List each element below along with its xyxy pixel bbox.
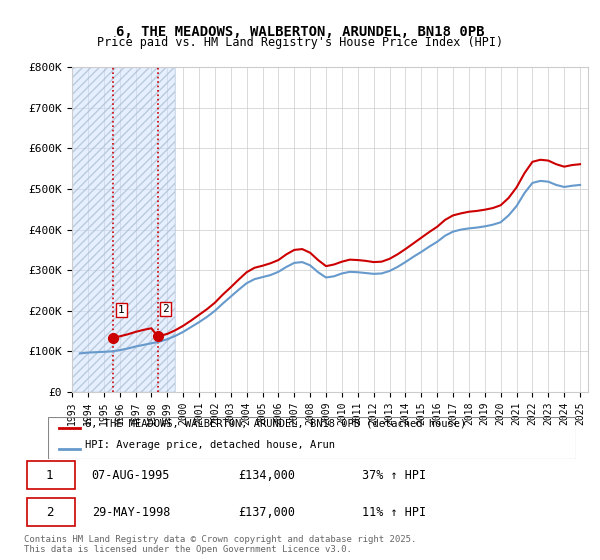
Text: 1: 1 <box>46 469 53 482</box>
Text: 1: 1 <box>118 305 125 315</box>
Text: 6, THE MEADOWS, WALBERTON, ARUNDEL, BN18 0PB (detached house): 6, THE MEADOWS, WALBERTON, ARUNDEL, BN18… <box>85 419 466 429</box>
Text: HPI: Average price, detached house, Arun: HPI: Average price, detached house, Arun <box>85 440 335 450</box>
Text: 2: 2 <box>163 304 169 314</box>
Bar <box>72 67 175 392</box>
Bar <box>72 67 175 392</box>
Text: £134,000: £134,000 <box>238 469 295 482</box>
Text: 37% ↑ HPI: 37% ↑ HPI <box>362 469 427 482</box>
Text: 2: 2 <box>46 506 53 519</box>
Text: 6, THE MEADOWS, WALBERTON, ARUNDEL, BN18 0PB: 6, THE MEADOWS, WALBERTON, ARUNDEL, BN18… <box>116 25 484 39</box>
Text: £137,000: £137,000 <box>238 506 295 519</box>
FancyBboxPatch shape <box>27 498 75 526</box>
FancyBboxPatch shape <box>27 460 75 488</box>
Text: Price paid vs. HM Land Registry's House Price Index (HPI): Price paid vs. HM Land Registry's House … <box>97 36 503 49</box>
Text: 29-MAY-1998: 29-MAY-1998 <box>92 506 170 519</box>
Text: Contains HM Land Registry data © Crown copyright and database right 2025.
This d: Contains HM Land Registry data © Crown c… <box>24 535 416 554</box>
Text: 07-AUG-1995: 07-AUG-1995 <box>92 469 170 482</box>
Text: 11% ↑ HPI: 11% ↑ HPI <box>362 506 427 519</box>
